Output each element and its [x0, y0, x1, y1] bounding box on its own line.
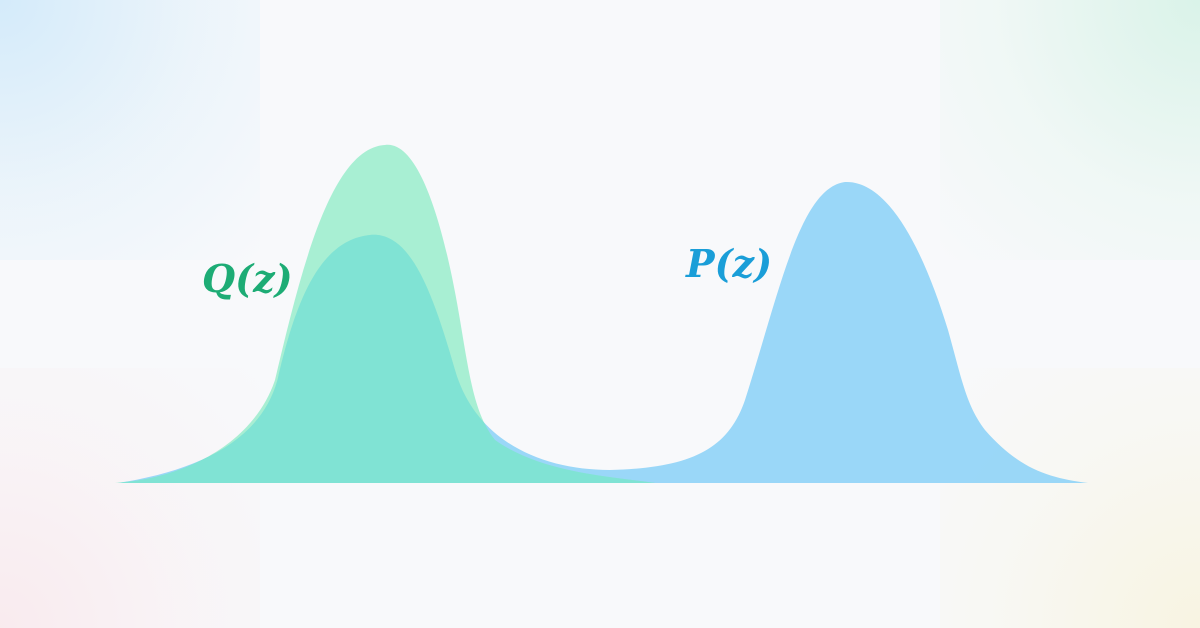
p-distribution-label: P(z): [686, 241, 773, 286]
q-distribution-label: Q(z): [202, 256, 293, 301]
overlap-region: [118, 181, 655, 483]
